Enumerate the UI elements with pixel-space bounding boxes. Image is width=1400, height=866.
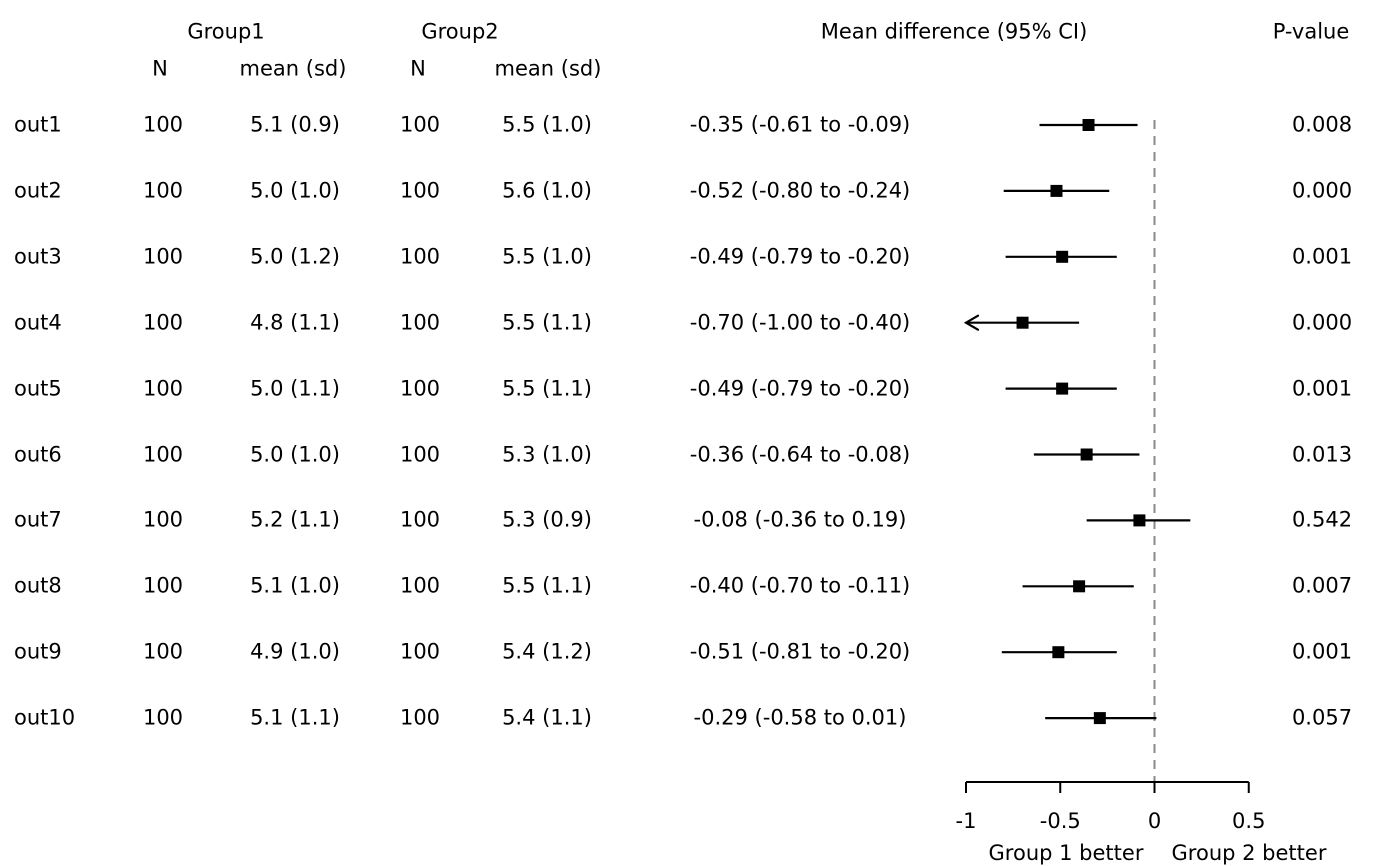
row-group2-mean-sd: 5.3 (1.0) xyxy=(502,442,592,466)
point-estimate-marker xyxy=(1133,514,1146,527)
row-group2-mean-sd: 5.5 (1.1) xyxy=(502,376,592,401)
row-group1-n: 100 xyxy=(142,112,184,137)
row-diff-label: -0.08 (-0.36 to 0.19) xyxy=(693,507,907,532)
row-group1-mean-sd: 5.0 (1.2) xyxy=(250,244,340,269)
x-axis-right-label: Group 2 better xyxy=(1172,841,1327,865)
x-axis-tick-label: 0 xyxy=(1148,809,1161,833)
row-pvalue: 0.001 xyxy=(1291,244,1353,269)
row-outcome-label: out6 xyxy=(14,442,62,466)
row-pvalue: 0.000 xyxy=(1291,178,1353,203)
row-diff-label: -0.70 (-1.00 to -0.40) xyxy=(689,310,911,335)
x-axis-tick-label: 0.5 xyxy=(1232,809,1265,833)
point-estimate-marker xyxy=(1056,382,1069,395)
row-group1-mean-sd: 5.0 (1.1) xyxy=(250,376,340,401)
column-header-group2-n: N xyxy=(410,56,426,81)
row-pvalue: 0.057 xyxy=(1291,705,1353,730)
point-estimate-marker xyxy=(1080,448,1093,461)
row-group2-n: 100 xyxy=(399,442,441,466)
x-axis-tick-label: -0.5 xyxy=(1040,809,1081,833)
column-header-group1-n: N xyxy=(152,56,168,81)
row-group2-mean-sd: 5.4 (1.2) xyxy=(502,639,592,664)
row-pvalue: 0.000 xyxy=(1291,310,1353,335)
column-header-group1: Group1 xyxy=(187,19,265,44)
row-group2-n: 100 xyxy=(399,178,441,203)
row-group2-n: 100 xyxy=(399,705,441,730)
row-outcome-label: out5 xyxy=(14,376,62,401)
point-estimate-marker xyxy=(1052,646,1065,659)
row-outcome-label: out3 xyxy=(14,244,62,269)
row-group2-mean-sd: 5.5 (1.0) xyxy=(502,112,592,137)
x-axis-tick-label: -1 xyxy=(956,809,977,833)
row-group1-mean-sd: 4.8 (1.1) xyxy=(250,310,340,335)
point-estimate-marker xyxy=(1082,119,1095,131)
x-axis-left-label: Group 1 better xyxy=(989,841,1144,865)
row-outcome-label: out9 xyxy=(14,639,62,664)
row-group1-n: 100 xyxy=(142,310,184,335)
row-group1-mean-sd: 5.2 (1.1) xyxy=(250,507,340,532)
row-diff-label: -0.36 (-0.64 to -0.08) xyxy=(689,442,911,466)
row-group2-mean-sd: 5.3 (0.9) xyxy=(502,507,592,532)
point-estimate-marker xyxy=(1056,250,1069,263)
row-diff-label: -0.51 (-0.81 to -0.20) xyxy=(689,639,911,664)
row-group2-n: 100 xyxy=(399,639,441,664)
row-group2-mean-sd: 5.6 (1.0) xyxy=(502,178,592,203)
row-pvalue: 0.001 xyxy=(1291,639,1353,664)
row-group2-n: 100 xyxy=(399,244,441,269)
row-outcome-label: out8 xyxy=(14,573,62,598)
row-outcome-label: out4 xyxy=(14,310,62,335)
row-group2-mean-sd: 5.5 (1.1) xyxy=(502,310,592,335)
row-diff-label: -0.49 (-0.79 to -0.20) xyxy=(689,244,911,269)
row-group2-n: 100 xyxy=(399,310,441,335)
row-group1-n: 100 xyxy=(142,244,184,269)
row-diff-label: -0.49 (-0.79 to -0.20) xyxy=(689,376,911,401)
column-header-pvalue: P-value xyxy=(1272,19,1350,44)
row-pvalue: 0.008 xyxy=(1291,112,1353,137)
row-group1-n: 100 xyxy=(142,573,184,598)
row-group2-n: 100 xyxy=(399,376,441,401)
row-pvalue: 0.542 xyxy=(1291,507,1353,532)
row-outcome-label: out2 xyxy=(14,178,62,203)
row-diff-label: -0.40 (-0.70 to -0.11) xyxy=(689,573,911,598)
row-group1-n: 100 xyxy=(142,639,184,664)
row-group1-mean-sd: 5.1 (1.1) xyxy=(250,705,340,730)
row-diff-label: -0.52 (-0.80 to -0.24) xyxy=(689,178,911,203)
row-group2-mean-sd: 5.4 (1.1) xyxy=(502,705,592,730)
row-group1-n: 100 xyxy=(142,376,184,401)
row-outcome-label: out1 xyxy=(14,112,62,137)
column-header-group2: Group2 xyxy=(421,19,499,44)
row-group1-mean-sd: 5.0 (1.0) xyxy=(250,178,340,203)
row-diff-label: -0.29 (-0.58 to 0.01) xyxy=(693,705,907,730)
row-group1-n: 100 xyxy=(142,442,184,466)
row-pvalue: 0.007 xyxy=(1291,573,1353,598)
row-pvalue: 0.001 xyxy=(1291,376,1353,401)
row-group1-n: 100 xyxy=(142,705,184,730)
row-pvalue: 0.013 xyxy=(1291,442,1353,466)
row-outcome-label: out10 xyxy=(14,705,76,730)
clip-arrow-icon xyxy=(963,314,980,331)
point-estimate-marker xyxy=(1016,316,1029,329)
point-estimate-marker xyxy=(1050,184,1063,197)
row-group1-n: 100 xyxy=(142,178,184,203)
row-group1-mean-sd: 4.9 (1.0) xyxy=(250,639,340,664)
column-header-group1-mean-sd: mean (sd) xyxy=(239,56,347,81)
point-estimate-marker xyxy=(1093,712,1106,725)
row-group2-n: 100 xyxy=(399,573,441,598)
row-group1-mean-sd: 5.1 (0.9) xyxy=(250,112,340,137)
row-group2-mean-sd: 5.5 (1.1) xyxy=(502,573,592,598)
row-group1-n: 100 xyxy=(142,507,184,532)
column-header-mean-difference: Mean difference (95% CI) xyxy=(820,19,1088,44)
row-group1-mean-sd: 5.1 (1.0) xyxy=(250,573,340,598)
row-group2-mean-sd: 5.5 (1.0) xyxy=(502,244,592,269)
column-header-group2-mean-sd: mean (sd) xyxy=(494,56,602,81)
row-outcome-label: out7 xyxy=(14,507,62,532)
row-diff-label: -0.35 (-0.61 to -0.09) xyxy=(689,112,911,137)
row-group2-n: 100 xyxy=(399,507,441,532)
row-group2-n: 100 xyxy=(399,112,441,137)
point-estimate-marker xyxy=(1073,580,1086,593)
row-group1-mean-sd: 5.0 (1.0) xyxy=(250,442,340,466)
